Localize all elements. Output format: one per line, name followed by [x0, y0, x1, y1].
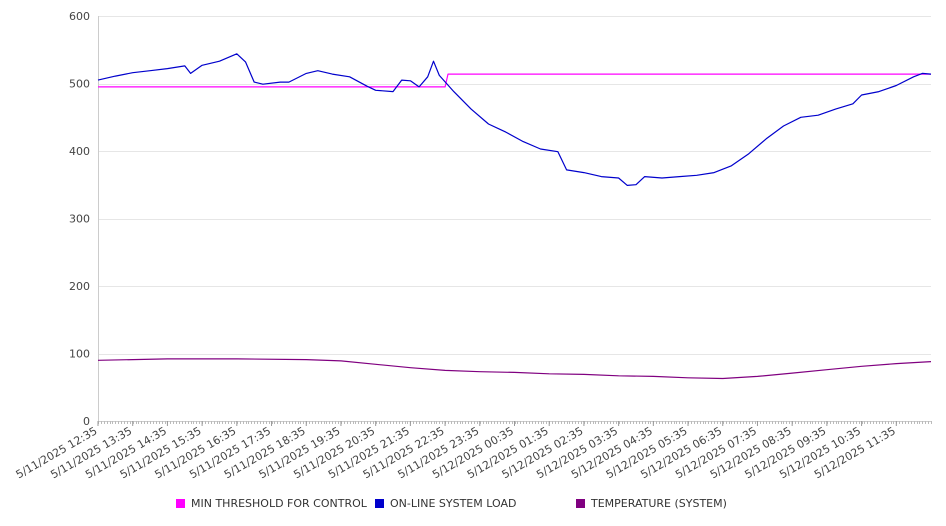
legend-swatch	[576, 499, 585, 508]
legend-swatch	[176, 499, 185, 508]
x-axis: 5/11/2025 12:355/11/2025 13:355/11/2025 …	[14, 421, 932, 481]
y-tick-label-400: 400	[69, 145, 90, 158]
chart-gridlines	[98, 16, 931, 422]
y-axis: 0 100 200 300 400 500 600	[69, 10, 99, 428]
y-tick-label-300: 300	[69, 213, 90, 226]
series-line-1	[97, 53, 932, 186]
chart-legend: MIN THRESHOLD FOR CONTROL ON-LINE SYSTEM …	[0, 497, 946, 515]
y-tick-label-200: 200	[69, 280, 90, 293]
legend-item-1[interactable]: ON-LINE SYSTEM LOAD	[375, 497, 516, 510]
y-tick-label-500: 500	[69, 78, 90, 91]
legend-swatch	[375, 499, 384, 508]
y-tick-label-0: 0	[83, 415, 90, 428]
series-line-2	[97, 358, 932, 380]
legend-item-2[interactable]: TEMPERATURE (SYSTEM)	[576, 497, 727, 510]
series-line-0	[98, 73, 931, 88]
legend-item-0[interactable]: MIN THRESHOLD FOR CONTROL	[176, 497, 367, 510]
y-tick-label-600: 600	[69, 10, 90, 23]
legend-label: MIN THRESHOLD FOR CONTROL	[191, 497, 367, 510]
legend-label: TEMPERATURE (SYSTEM)	[591, 497, 727, 510]
legend-label: ON-LINE SYSTEM LOAD	[390, 497, 517, 510]
chart-series	[97, 53, 932, 380]
y-tick-label-100: 100	[69, 348, 90, 361]
